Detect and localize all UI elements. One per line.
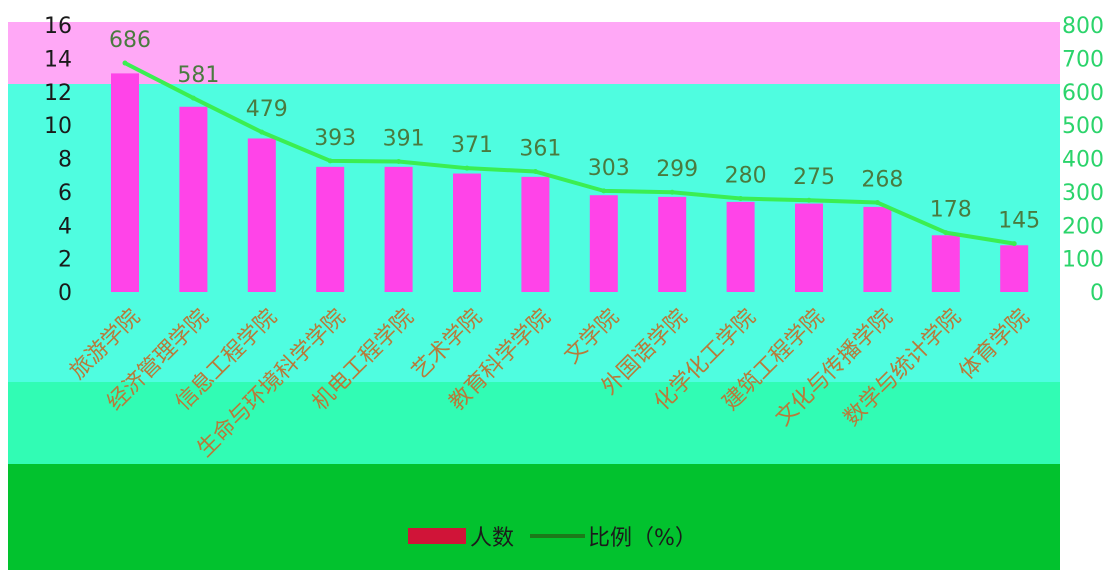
background-band: [8, 464, 1060, 570]
line-point: [327, 158, 333, 164]
data-label: 275: [793, 165, 835, 190]
y-right-tick-label: 700: [1062, 47, 1104, 72]
chart-background: [8, 22, 1060, 570]
line-point: [259, 129, 265, 135]
y-right-tick-label: 400: [1062, 148, 1104, 173]
y-left-tick-label: 2: [58, 248, 72, 273]
line-point: [190, 95, 196, 101]
data-label: 361: [519, 137, 561, 162]
bar: [795, 203, 823, 292]
data-label: 479: [246, 97, 288, 122]
line-series: [122, 60, 1017, 247]
bar: [863, 206, 892, 292]
legend-swatch-bar: [408, 528, 466, 544]
left-axis: 0 2 4 6 8 10 12 14 16: [44, 14, 72, 306]
y-left-tick-label: 4: [58, 214, 72, 239]
right-axis: 0 100 200 300 400 500 600 700 800: [1062, 14, 1104, 306]
y-left-tick-label: 6: [58, 181, 72, 206]
bar: [453, 173, 481, 292]
line-point: [943, 230, 949, 236]
y-right-tick-label: 100: [1062, 248, 1104, 273]
legend: 人数 比例（%）: [408, 526, 697, 551]
bar: [589, 195, 618, 292]
data-label: 303: [588, 156, 630, 181]
y-right-tick-label: 600: [1062, 81, 1104, 106]
data-label: 393: [314, 126, 356, 151]
bar: [658, 196, 687, 292]
y-left-tick-label: 0: [58, 281, 72, 306]
line-point: [874, 200, 880, 206]
bar: [111, 73, 139, 292]
legend-label-line: 比例（%）: [588, 526, 697, 551]
line-point: [669, 189, 675, 195]
bar: [247, 138, 276, 292]
data-label: 371: [451, 133, 493, 158]
bar: [316, 166, 345, 292]
y-right-tick-label: 800: [1062, 14, 1104, 39]
bar: [384, 166, 413, 292]
line-point: [738, 196, 744, 202]
legend-label-bar: 人数: [470, 526, 514, 551]
data-label: 268: [861, 168, 903, 193]
bar: [1000, 245, 1029, 292]
y-left-tick-label: 10: [44, 114, 72, 139]
data-label: 145: [998, 209, 1040, 234]
y-right-tick-label: 0: [1090, 281, 1104, 306]
y-right-tick-label: 200: [1062, 214, 1104, 239]
background-band: [8, 22, 1060, 84]
line-point: [122, 60, 128, 66]
data-label: 280: [725, 164, 767, 189]
y-left-tick-label: 16: [44, 14, 72, 39]
data-label: 178: [930, 198, 972, 223]
data-labels: 686 581 479 393 391 371 361 303 299 280 275 268 178 1…: [109, 28, 1040, 234]
data-label: 299: [656, 157, 698, 182]
bar: [521, 176, 550, 292]
line-point: [396, 159, 402, 165]
bar: [179, 106, 208, 292]
bar-series: [111, 73, 1029, 292]
line-path: [124, 61, 1015, 246]
line-point: [601, 188, 607, 194]
data-label: 391: [383, 127, 425, 152]
y-left-tick-label: 14: [44, 47, 72, 72]
data-label: 686: [109, 28, 151, 53]
y-right-tick-label: 300: [1062, 181, 1104, 206]
line-point: [532, 169, 538, 175]
line-point: [464, 165, 470, 171]
y-left-tick-label: 8: [58, 148, 72, 173]
bar: [931, 235, 960, 292]
y-left-tick-label: 12: [44, 81, 72, 106]
data-label: 581: [177, 63, 219, 88]
line-point: [1011, 241, 1017, 247]
y-right-tick-label: 500: [1062, 114, 1104, 139]
line-point: [806, 197, 812, 203]
background-band: [8, 382, 1060, 464]
bar: [726, 201, 755, 292]
